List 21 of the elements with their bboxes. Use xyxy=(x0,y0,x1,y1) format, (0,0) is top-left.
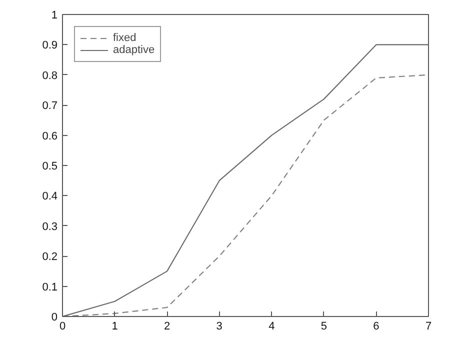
x-tick-label: 2 xyxy=(164,320,170,332)
y-tick-label: 0.6 xyxy=(42,130,58,142)
y-tick-label: 0.9 xyxy=(42,40,58,52)
y-tick-label: 1 xyxy=(51,10,58,22)
legend-label: fixed xyxy=(113,32,136,44)
legend-label: adaptive xyxy=(113,44,155,56)
y-tick-label: 0.5 xyxy=(42,160,58,172)
x-tick-label: 3 xyxy=(216,320,222,332)
x-tick-label: 6 xyxy=(373,320,380,332)
y-tick-label: 0.4 xyxy=(42,190,58,203)
y-tick-label: 0.3 xyxy=(42,220,58,233)
y-tick-label: 0.2 xyxy=(42,251,58,264)
y-tick-label: 0.1 xyxy=(42,281,58,294)
x-tick-label: 5 xyxy=(320,320,327,332)
y-tick-label: 0 xyxy=(51,312,58,324)
x-tick-label: 1 xyxy=(112,320,118,332)
x-tick-label: 7 xyxy=(425,320,432,332)
y-tick-label: 0.7 xyxy=(42,100,58,112)
x-tick-label: 0 xyxy=(59,320,66,332)
y-tick-label: 0.8 xyxy=(42,70,58,82)
x-tick-label: 4 xyxy=(268,320,275,332)
